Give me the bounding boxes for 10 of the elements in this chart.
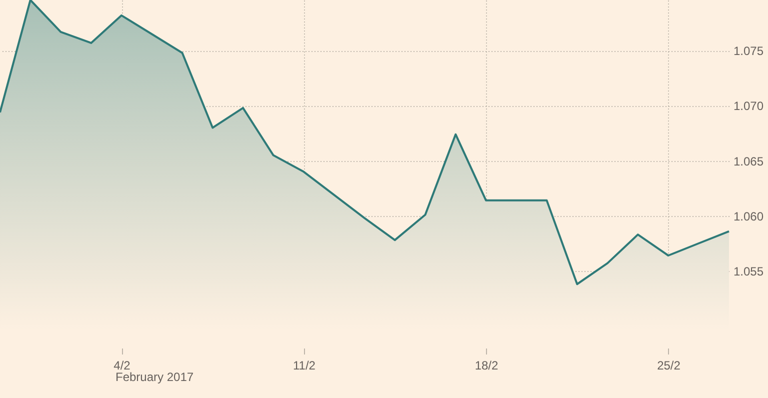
y-tick-label: 1.075 — [734, 44, 764, 58]
x-tick-label: 4/2 — [114, 358, 131, 372]
text: February 2017 — [116, 370, 194, 384]
x-tick-label: 11/2 — [293, 358, 316, 372]
y-tick-label: 1.065 — [734, 154, 764, 168]
y-tick-label: 1.060 — [734, 209, 764, 224]
y-tick-label: 1.055 — [734, 264, 764, 278]
x-tick-label: 18/2 — [474, 358, 498, 372]
y-tick-label: 1.070 — [734, 99, 764, 114]
x-tick-label: 25/2 — [657, 358, 681, 372]
